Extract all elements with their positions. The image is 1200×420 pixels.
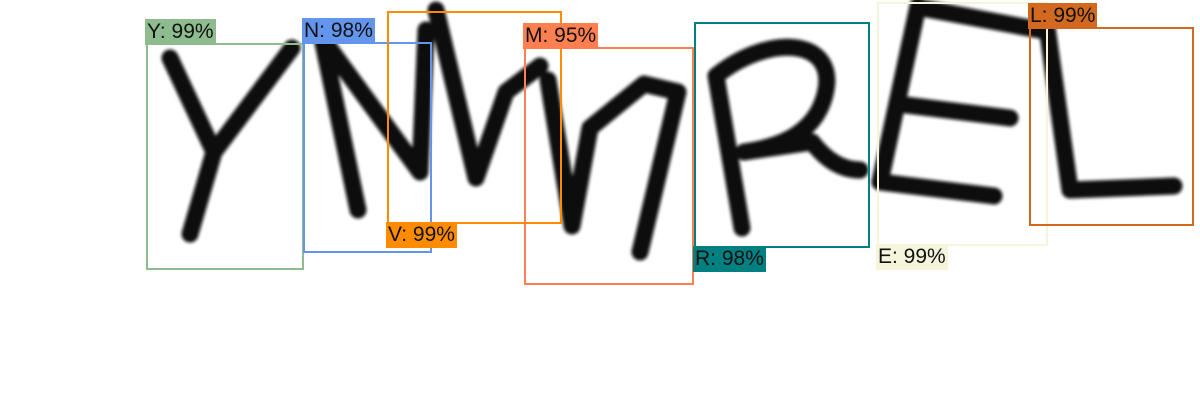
detection-box-l [1029,27,1194,226]
glyph-e [871,0,1049,205]
glyph-n [313,21,435,219]
detection-box-y [146,43,304,270]
detection-box-m [524,47,694,285]
detection-box-e [877,2,1048,246]
glyph-m [539,71,687,261]
glyph-r [707,38,869,237]
glyph-y [161,39,301,243]
glyph-l [1037,11,1183,199]
detection-label-n: N: 98% [302,18,375,44]
detection-label-m: M: 95% [523,23,599,49]
detection-label-r: R: 98% [693,246,766,272]
detection-box-v [387,11,562,224]
detection-label-y: Y: 99% [145,19,216,45]
detection-box-r [694,22,870,248]
detection-label-l: L: 99% [1028,3,1098,29]
detection-label-v: V: 99% [386,222,457,248]
detection-label-e: E: 99% [876,244,948,270]
glyph-v [427,1,549,187]
